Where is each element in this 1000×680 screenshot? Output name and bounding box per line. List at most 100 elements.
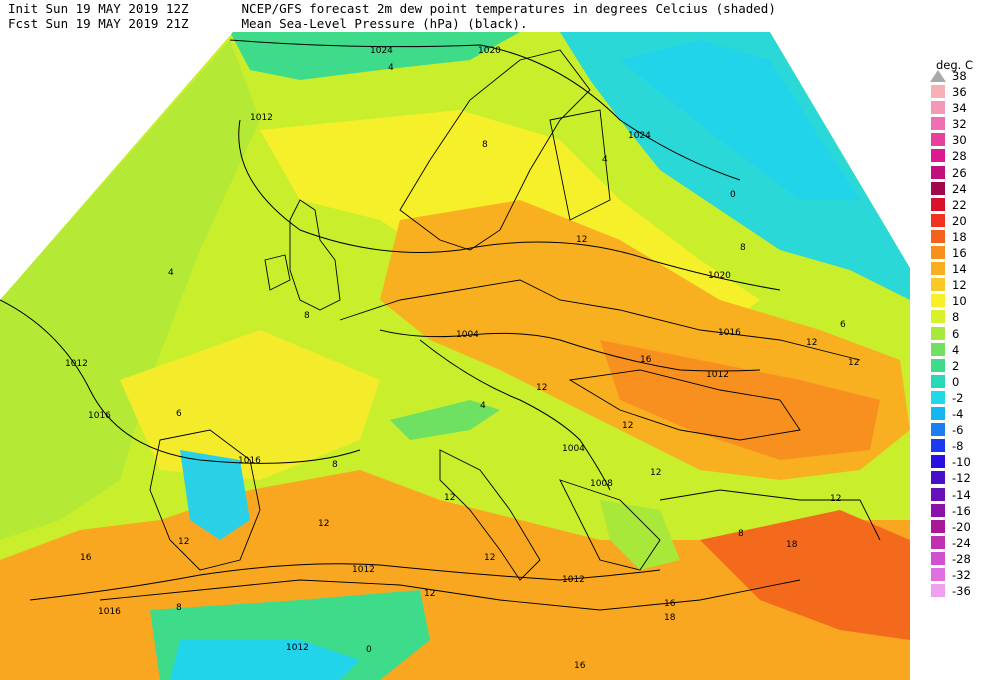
legend-label: 12 <box>952 278 967 293</box>
legend-label: 14 <box>952 262 967 277</box>
dewpoint-label: 4 <box>388 63 394 73</box>
legend-row: 24 <box>930 181 1000 197</box>
legend-label: 6 <box>952 326 960 341</box>
legend-row: 4 <box>930 342 1000 358</box>
isobar-label: 1012 <box>286 643 309 653</box>
isobar-labels: 1024 1020 1024 1012 1020 1016 1012 1016 … <box>65 46 741 653</box>
field-green-alps <box>390 400 500 440</box>
fcst-line: Fcst Sun 19 MAY 2019 21Z Mean Sea-Level P… <box>8 17 528 31</box>
dewpoint-label: 12 <box>622 421 633 431</box>
legend-row: -10 <box>930 454 1000 470</box>
legend-swatch <box>931 149 945 163</box>
dewpoint-labels: 4 8 4 0 12 8 4 8 6 12 16 12 12 6 4 12 8 … <box>80 63 859 671</box>
legend-row: 2 <box>930 358 1000 374</box>
legend-label: -2 <box>952 390 964 405</box>
legend-label: -10 <box>952 455 971 470</box>
field-cyan-africa <box>170 640 360 680</box>
coast-finland <box>549 109 611 221</box>
legend-label: 18 <box>952 229 967 244</box>
legend-swatch <box>931 262 945 276</box>
isobar-1020 <box>238 119 781 291</box>
legend-swatch <box>931 85 945 98</box>
legend-row: 34 <box>930 100 1000 116</box>
isobar-label: 1012 <box>706 370 729 380</box>
dewpoint-label: 16 <box>640 355 652 365</box>
dewpoint-label: 12 <box>178 537 189 547</box>
legend-swatch <box>931 407 945 420</box>
dewpoint-label: 4 <box>168 268 174 278</box>
isobar-label: 1012 <box>352 565 375 575</box>
dewpoint-label: 18 <box>786 540 798 550</box>
dewpoint-label: 12 <box>576 235 587 245</box>
legend-swatch <box>931 568 945 581</box>
isobar-label: 1024 <box>370 46 393 56</box>
init-label: Init <box>8 1 39 16</box>
legend-swatch <box>931 584 945 598</box>
legend-row: 30 <box>930 132 1000 148</box>
legend-swatch <box>931 535 945 549</box>
legend-row: 26 <box>930 165 1000 181</box>
coast-italy <box>439 449 541 581</box>
legend-swatch <box>931 487 945 501</box>
legend-row: 10 <box>930 293 1000 309</box>
legend-row: -36 <box>930 583 1000 599</box>
legend-swatch <box>931 165 945 179</box>
legend-row: 6 <box>930 326 1000 342</box>
legend-label: 16 <box>952 246 967 260</box>
field-red-levant <box>700 510 910 640</box>
dewpoint-label: 8 <box>740 243 746 253</box>
dewpoint-label: 12 <box>650 468 661 478</box>
legend-row: -28 <box>930 551 1000 567</box>
legend-swatch <box>931 551 945 565</box>
dewpoint-label: 12 <box>444 493 455 503</box>
legend-label: 4 <box>952 342 960 357</box>
isobar-label: 1004 <box>456 330 479 340</box>
legend-swatch <box>931 326 945 340</box>
legend-label: 20 <box>952 213 967 228</box>
legend-row: 20 <box>930 213 1000 229</box>
field-cyan-iberia <box>180 450 250 540</box>
isobar-label: 1016 <box>718 328 741 338</box>
legend-label: 22 <box>952 197 967 212</box>
legend-row: 8 <box>930 309 1000 325</box>
dewpoint-label: 8 <box>304 311 310 321</box>
legend-label: 24 <box>952 181 967 196</box>
legend-row: 0 <box>930 374 1000 390</box>
legend-label: 0 <box>952 374 960 389</box>
legend-swatch <box>931 455 945 469</box>
dewpoint-label: 4 <box>602 155 608 165</box>
coast-scandinavia <box>399 49 591 251</box>
legend-swatch <box>931 519 945 533</box>
dewpoint-label: 8 <box>482 140 488 150</box>
field-green-greece <box>600 500 680 570</box>
legend-label: 34 <box>952 101 967 116</box>
fcst-label: Fcst <box>8 16 39 31</box>
legend-arrow-icon <box>930 70 946 82</box>
isobar-label: 1016 <box>238 456 261 466</box>
legend-row: -14 <box>930 487 1000 503</box>
isobar-1012-south <box>29 563 661 601</box>
coast-north-africa <box>99 579 801 611</box>
isobar-label: 1024 <box>628 131 651 141</box>
fcst-datetime: Sun 19 MAY 2019 21Z <box>45 16 189 31</box>
legend-label: -24 <box>952 535 971 550</box>
legend-label: 28 <box>952 149 967 164</box>
legend-row: 36 <box>930 84 1000 100</box>
dewpoint-label: 16 <box>80 553 92 563</box>
dewpoint-label: 12 <box>806 338 817 348</box>
chart-title-line2: Mean Sea-Level Pressure (hPa) (black). <box>241 16 528 31</box>
chart-title-line1: NCEP/GFS forecast 2m dew point temperatu… <box>241 1 776 16</box>
isobar-label: 1004 <box>562 444 585 454</box>
isobar-1024-north <box>229 39 741 181</box>
legend-row: -8 <box>930 438 1000 454</box>
isobar-1016-west <box>0 299 361 464</box>
legend-swatch <box>931 181 945 195</box>
field-yellow-west <box>120 330 380 480</box>
legend-swatch <box>931 390 945 404</box>
legend-row: -24 <box>930 535 1000 551</box>
dewpoint-label: 12 <box>484 553 495 563</box>
legend-label: -16 <box>952 503 971 518</box>
legend-label: 36 <box>952 85 967 99</box>
field-atlantic <box>0 40 260 540</box>
